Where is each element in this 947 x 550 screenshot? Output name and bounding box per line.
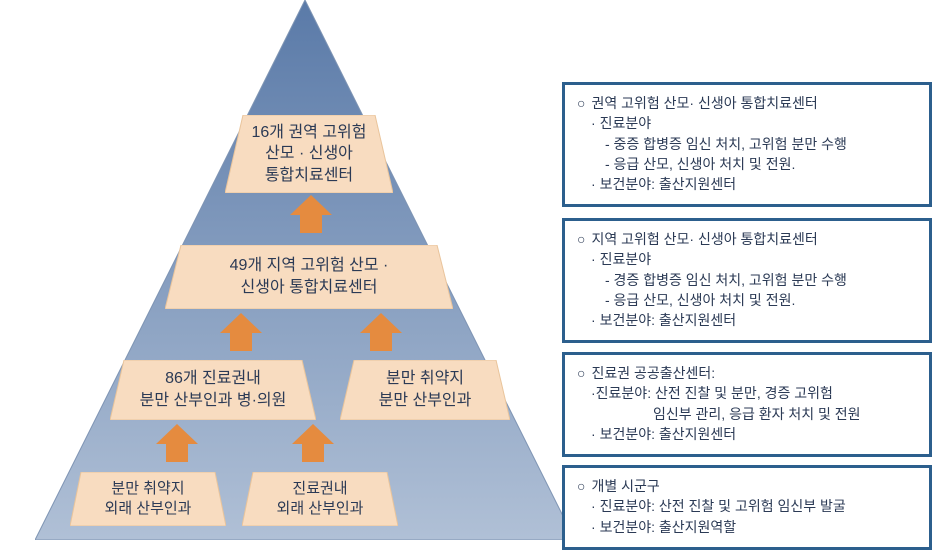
level-top-line2: 산모 · 신생아	[251, 143, 366, 165]
sidebox-1-care-line2: - 응급 산모, 신생아 처치 및 전원.	[577, 154, 917, 174]
level-base-left: 분만 취약지 외래 산부인과	[70, 472, 226, 526]
level-base-left-line2: 외래 산부인과	[105, 499, 192, 519]
sidebox-1-health-label: 보건분야:	[600, 176, 655, 192]
level-base-right-line1: 진료권내	[277, 479, 364, 499]
sidebox-2-care-line2: - 응급 산모, 신생아 처치 및 전원.	[577, 290, 917, 310]
diagram-root: 16개 권역 고위험 산모 · 신생아 통합치료센터 49개 지역 고위험 산모…	[0, 0, 947, 542]
sidebox-2-care-label: 진료분야	[600, 251, 652, 267]
arrow-up-1	[290, 195, 332, 233]
level-lower-right: 분만 취약지 분만 산부인과	[340, 360, 510, 420]
arrow-up-3	[360, 313, 402, 351]
sidebox-2-health-label: 보건분야:	[600, 312, 655, 328]
level-lower-left-line1: 86개 진료권내	[140, 368, 287, 390]
sidebox-3-health-value: 출산지원센터	[659, 426, 736, 442]
sidebox-4-health-label: 보건분야:	[600, 519, 655, 535]
sidebox-4-care-line1: 산전 진찰 및 고위험 임신부 발굴	[659, 498, 846, 514]
sidebox-3-care-label: 진료분야:	[596, 385, 651, 401]
level-lower-right-line1: 분만 취약지	[379, 368, 472, 390]
sidebox-2-title: 지역 고위험 산모· 신생아 통합치료센터	[591, 229, 817, 249]
sidebox-3-health-label: 보건분야:	[600, 426, 655, 442]
level-top-line3: 통합치료센터	[251, 165, 366, 187]
sidebox-1: ○권역 고위험 산모· 신생아 통합치료센터 · 진료분야 - 중증 합병증 임…	[562, 82, 932, 207]
sidebox-2-health-value: 출산지원센터	[659, 312, 736, 328]
level-base-right: 진료권내 외래 산부인과	[242, 472, 398, 526]
sidebox-3-title: 진료권 공공출산센터:	[591, 363, 715, 383]
sidebox-1-title: 권역 고위험 산모· 신생아 통합치료센터	[591, 93, 817, 113]
level-mid-line2: 신생아 통합치료센터	[230, 277, 389, 299]
sidebox-1-care-line1: - 중증 합병증 임신 처치, 고위험 분만 수행	[577, 134, 917, 154]
level-lower-right-line2: 분만 산부인과	[379, 390, 472, 412]
sidebox-3-care-line2: 임신부 관리, 응급 환자 처치 및 전원	[577, 404, 917, 424]
sidebox-4-care-label: 진료분야:	[600, 498, 655, 514]
sidebox-4-title: 개별 시군구	[591, 476, 659, 496]
sidebox-1-care-label: 진료분야	[600, 115, 652, 131]
sidebox-2-care-line1: - 경증 합병증 임신 처치, 고위험 분만 수행	[577, 270, 917, 290]
level-lower-left-line2: 분만 산부인과 병·의원	[140, 390, 287, 412]
level-lower-left: 86개 진료권내 분만 산부인과 병·의원	[110, 360, 316, 420]
arrow-up-4	[156, 424, 198, 462]
level-top-line1: 16개 권역 고위험	[251, 122, 366, 144]
level-base-left-line1: 분만 취약지	[105, 479, 192, 499]
sidebox-4: ○개별 시군구 · 진료분야: 산전 진찰 및 고위험 임신부 발굴 · 보건분…	[562, 465, 932, 550]
level-top: 16개 권역 고위험 산모 · 신생아 통합치료센터	[225, 115, 393, 193]
sidebox-2: ○지역 고위험 산모· 신생아 통합치료센터 · 진료분야 - 경증 합병증 임…	[562, 218, 932, 343]
level-mid: 49개 지역 고위험 산모 · 신생아 통합치료센터	[165, 245, 453, 309]
level-mid-line1: 49개 지역 고위험 산모 ·	[230, 255, 389, 277]
sidebox-1-health-value: 출산지원센터	[659, 176, 736, 192]
arrow-up-2	[220, 313, 262, 351]
level-base-right-line2: 외래 산부인과	[277, 499, 364, 519]
arrow-up-5	[292, 424, 334, 462]
sidebox-3-care-line1: 산전 진찰 및 분만, 경증 고위험	[655, 385, 833, 401]
sidebox-3: ○진료권 공공출산센터: ·진료분야: 산전 진찰 및 분만, 경증 고위험 임…	[562, 352, 932, 457]
sidebox-4-health-value: 출산지원역할	[659, 519, 736, 535]
